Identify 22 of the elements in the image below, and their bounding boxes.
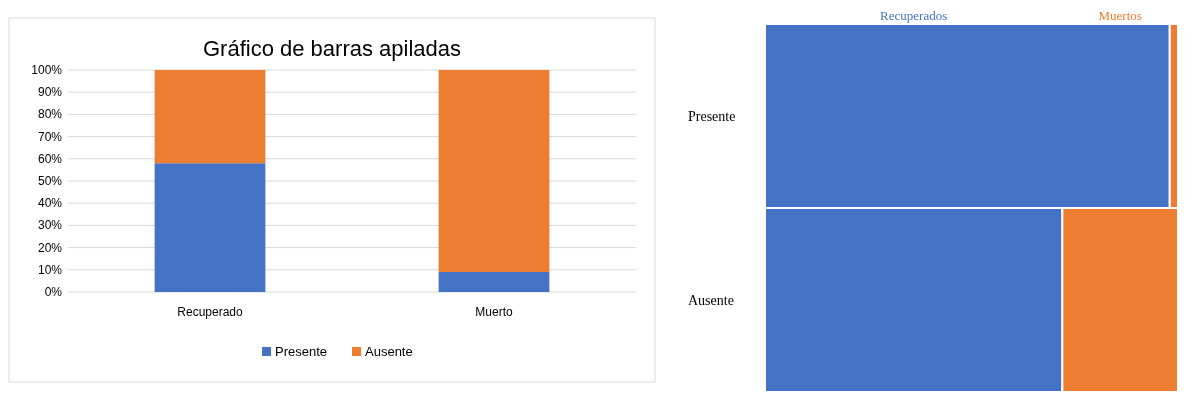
y-tick-label: 20%: [37, 240, 63, 255]
legend-label: Presente: [275, 344, 328, 359]
y-tick-label: 40%: [37, 196, 63, 211]
y-tick-label: 100%: [31, 63, 63, 77]
bar: [154, 70, 266, 164]
y-tick-label: 30%: [37, 218, 63, 233]
y-tick-label: 0%: [44, 285, 63, 299]
legend-label: Ausente: [365, 344, 413, 359]
bar: [438, 272, 550, 292]
text: Muertos: [1098, 8, 1142, 23]
y-tick-label: 80%: [37, 107, 63, 122]
y-tick-label: 90%: [37, 85, 63, 100]
y-tick-label: 10%: [37, 262, 63, 277]
y-tick-label: 60%: [37, 151, 63, 166]
y-tick-label: 50%: [37, 174, 63, 188]
y-tick-label: 70%: [37, 129, 63, 144]
chart-title: Gráfico de barras apiladas: [202, 36, 462, 61]
series-label: Recuperados: [880, 8, 948, 23]
x-tick-label: Recuperado: [177, 305, 244, 319]
x-tick-label: Muerto: [475, 305, 513, 319]
bar: [154, 163, 266, 292]
bar: [438, 70, 550, 273]
